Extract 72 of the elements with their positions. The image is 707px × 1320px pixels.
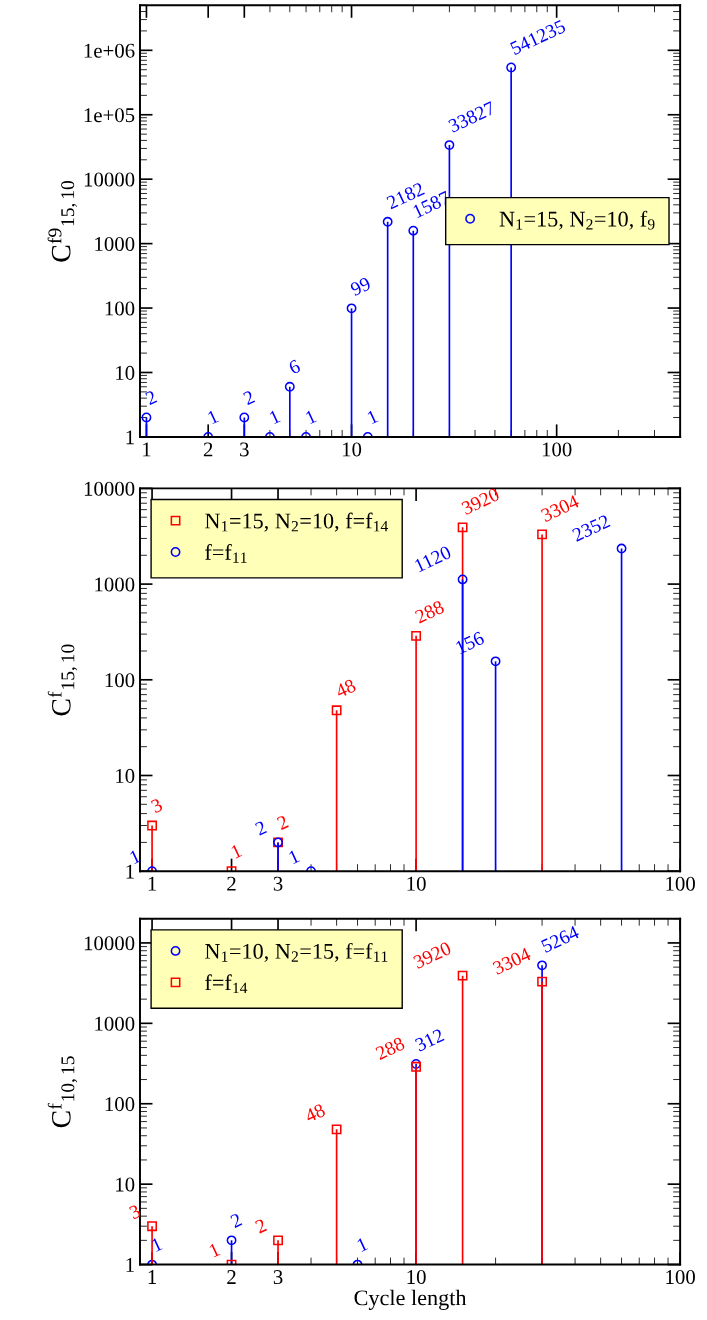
- data-label: 2: [254, 1218, 267, 1234]
- x-tick-label: 2: [227, 876, 236, 891]
- x-tick-label: 10: [407, 1270, 426, 1285]
- y-tick-label: 1000: [95, 236, 135, 252]
- data-label: 2: [144, 390, 158, 406]
- data-label: 1: [208, 1242, 221, 1258]
- y-axis-title: C$^{f9}$$_{15,10}$: [47, 180, 78, 262]
- y-tick-label: 1e+06: [84, 43, 135, 58]
- x-tick-label: 1: [143, 442, 151, 457]
- legend-label: f=f$_{11}$: [205, 544, 247, 563]
- data-label: 1: [305, 409, 317, 425]
- data-label: 99: [349, 276, 372, 297]
- x-tick-label: 3: [240, 442, 249, 457]
- data-label: 3: [150, 798, 164, 814]
- x-tick-label: 100: [666, 876, 695, 891]
- data-label: 2: [229, 1212, 243, 1228]
- data-label: 48: [334, 678, 357, 699]
- y-tick-label: 1: [126, 864, 134, 879]
- data-label: 288: [374, 1036, 406, 1061]
- data-label: 3920: [412, 941, 452, 969]
- x-tick-label: 3: [273, 1270, 283, 1285]
- x-tick-label: 10: [342, 442, 362, 457]
- y-axis-title: C$^{f}$$_{10,15}$: [47, 1056, 78, 1128]
- data-label: 3920: [460, 487, 501, 516]
- data-label: 2: [242, 390, 256, 406]
- data-label: 1: [366, 409, 379, 425]
- data-label: 1: [151, 1237, 163, 1252]
- y-tick-label: 10000: [84, 172, 135, 187]
- legend-label: N$_{1}$=15, N$_{2}$=10, f=f$_{14}$: [205, 512, 389, 532]
- data-label: 33827: [447, 100, 496, 133]
- x-tick-label: 1: [148, 876, 157, 891]
- y-tick-label: 10: [116, 768, 135, 783]
- x-tick-label: 100: [542, 442, 572, 457]
- y-tick-label: 1000: [95, 1016, 135, 1031]
- legend-label: N$_{1}$=10, N$_{2}$=15, f=f$_{11}$: [205, 942, 388, 962]
- data-label: 288: [414, 600, 445, 624]
- data-label: 48: [303, 1103, 326, 1123]
- y-tick-label: 1e+05: [84, 108, 135, 123]
- y-tick-label: 10: [116, 365, 135, 380]
- data-label: 3: [128, 1204, 142, 1220]
- data-label: 1: [288, 849, 300, 864]
- data-label: 1120: [414, 545, 452, 573]
- data-label: 3304: [492, 947, 532, 975]
- y-tick-label: 100: [105, 673, 135, 688]
- y-tick-label: 100: [105, 1097, 135, 1112]
- data-label: 312: [414, 1028, 445, 1052]
- y-tick-label: 10: [116, 1177, 135, 1192]
- x-tick-label: 2: [227, 1270, 236, 1284]
- y-tick-label: 10000: [84, 481, 135, 496]
- y-tick-label: 100: [105, 301, 135, 316]
- x-tick-label: 100: [666, 1270, 695, 1285]
- data-label: 156: [455, 631, 486, 655]
- x-tick-label: 2: [203, 442, 213, 457]
- data-label: 1: [207, 409, 219, 425]
- y-tick-label: 10000: [84, 936, 135, 951]
- y-tick-label: 1000: [95, 577, 135, 592]
- x-tick-label: 3: [273, 876, 283, 891]
- y-tick-label: 1: [126, 1258, 134, 1272]
- legend-label: f=f$_{14}$: [205, 974, 248, 994]
- y-axis-title: C$^{f}$$_{15,10}$: [47, 644, 78, 716]
- data-label: 1: [268, 409, 281, 425]
- data-label: 2: [276, 814, 289, 830]
- data-label: 1: [230, 843, 243, 859]
- y-tick-label: 1: [126, 430, 134, 445]
- data-label: 6: [288, 359, 302, 375]
- legend-label: N$_{1}$=15, N$_{2}$=10, f$_{9}$: [499, 210, 655, 230]
- x-axis-title: Cycle length: [354, 1289, 467, 1310]
- data-label: 1: [356, 1237, 369, 1252]
- x-tick-label: 10: [407, 876, 426, 891]
- data-label: 2: [254, 820, 267, 836]
- data-label: 5264: [540, 925, 581, 953]
- x-tick-label: 1: [148, 1270, 157, 1284]
